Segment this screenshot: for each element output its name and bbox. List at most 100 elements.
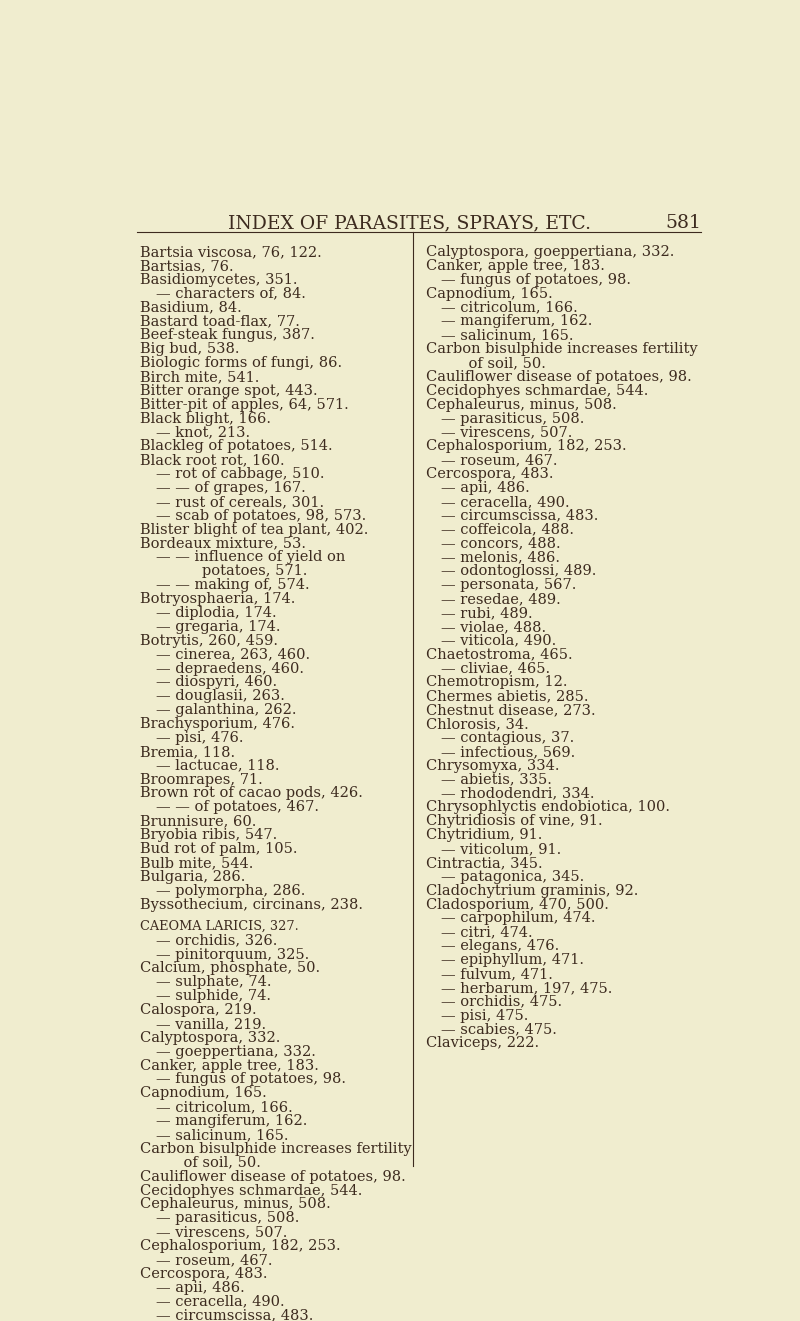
- Text: — rubi, 489.: — rubi, 489.: [441, 606, 533, 620]
- Text: — odontoglossi, 489.: — odontoglossi, 489.: [441, 564, 596, 579]
- Text: — virescens, 507.: — virescens, 507.: [156, 1225, 287, 1239]
- Text: — sulphate, 74.: — sulphate, 74.: [156, 975, 271, 989]
- Text: — ceracella, 490.: — ceracella, 490.: [441, 495, 570, 509]
- Text: — douglasii, 263.: — douglasii, 263.: [156, 690, 285, 703]
- Text: — fungus of potatoes, 98.: — fungus of potatoes, 98.: [156, 1073, 346, 1086]
- Text: Cephalosporium, 182, 253.: Cephalosporium, 182, 253.: [426, 440, 626, 453]
- Text: Cladosporium, 470, 500.: Cladosporium, 470, 500.: [426, 897, 608, 911]
- Text: — apii, 486.: — apii, 486.: [441, 481, 530, 495]
- Text: — virescens, 507.: — virescens, 507.: [441, 425, 572, 440]
- Text: — viticolum, 91.: — viticolum, 91.: [441, 841, 562, 856]
- Text: — mangiferum, 162.: — mangiferum, 162.: [156, 1114, 307, 1128]
- Text: Cephaleurus, minus, 508.: Cephaleurus, minus, 508.: [426, 398, 616, 412]
- Text: Canker, apple tree, 183.: Canker, apple tree, 183.: [140, 1058, 319, 1073]
- Text: — galanthina, 262.: — galanthina, 262.: [156, 703, 296, 717]
- Text: Broomrapes, 71.: Broomrapes, 71.: [140, 773, 263, 786]
- Text: Capnodium, 165.: Capnodium, 165.: [140, 1086, 267, 1100]
- Text: — diospyri, 460.: — diospyri, 460.: [156, 675, 277, 690]
- Text: — diplodia, 174.: — diplodia, 174.: [156, 606, 277, 620]
- Text: Cercospora, 483.: Cercospora, 483.: [140, 1267, 268, 1281]
- Text: Calospora, 219.: Calospora, 219.: [140, 1003, 257, 1017]
- Text: — knot, 213.: — knot, 213.: [156, 425, 250, 440]
- Text: — goeppertiana, 332.: — goeppertiana, 332.: [156, 1045, 316, 1058]
- Text: — herbarum, 197, 475.: — herbarum, 197, 475.: [441, 982, 612, 995]
- Text: — — of potatoes, 467.: — — of potatoes, 467.: [156, 801, 318, 814]
- Text: Black blight, 166.: Black blight, 166.: [140, 412, 271, 425]
- Text: — cinerea, 263, 460.: — cinerea, 263, 460.: [156, 647, 310, 662]
- Text: Chermes abietis, 285.: Chermes abietis, 285.: [426, 690, 588, 703]
- Text: of soil, 50.: of soil, 50.: [165, 1156, 261, 1170]
- Text: — cliviae, 465.: — cliviae, 465.: [441, 662, 550, 675]
- Text: — mangiferum, 162.: — mangiferum, 162.: [441, 314, 592, 329]
- Text: — elegans, 476.: — elegans, 476.: [441, 939, 559, 954]
- Text: — melonis, 486.: — melonis, 486.: [441, 551, 560, 564]
- Text: — carpophilum, 474.: — carpophilum, 474.: [441, 911, 595, 926]
- Text: Bulb mite, 544.: Bulb mite, 544.: [140, 856, 254, 871]
- Text: Chlorosis, 34.: Chlorosis, 34.: [426, 717, 528, 731]
- Text: — apii, 486.: — apii, 486.: [156, 1281, 245, 1295]
- Text: Bulgaria, 286.: Bulgaria, 286.: [140, 869, 246, 884]
- Text: Cecidophyes schmardae, 544.: Cecidophyes schmardae, 544.: [426, 384, 648, 398]
- Text: Bryobia ribis, 547.: Bryobia ribis, 547.: [140, 828, 278, 841]
- Text: — parasiticus, 508.: — parasiticus, 508.: [441, 412, 584, 425]
- Text: — orchidis, 475.: — orchidis, 475.: [441, 995, 562, 1009]
- Text: Chemotropism, 12.: Chemotropism, 12.: [426, 675, 567, 690]
- Text: Chrysomyxa, 334.: Chrysomyxa, 334.: [426, 758, 559, 773]
- Text: Cephaleurus, minus, 508.: Cephaleurus, minus, 508.: [140, 1197, 331, 1211]
- Text: Carbon bisulphide increases fertility: Carbon bisulphide increases fertility: [426, 342, 697, 357]
- Text: — citri, 474.: — citri, 474.: [441, 925, 533, 939]
- Text: Birch mite, 541.: Birch mite, 541.: [140, 370, 260, 384]
- Text: — vanilla, 219.: — vanilla, 219.: [156, 1017, 266, 1030]
- Text: Brown rot of cacao pods, 426.: Brown rot of cacao pods, 426.: [140, 786, 363, 801]
- Text: — circumscissa, 483.: — circumscissa, 483.: [441, 509, 598, 523]
- Text: Biologic forms of fungi, 86.: Biologic forms of fungi, 86.: [140, 357, 342, 370]
- Text: Cercospora, 483.: Cercospora, 483.: [426, 468, 553, 481]
- Text: — — making of, 574.: — — making of, 574.: [156, 579, 310, 592]
- Text: — parasiticus, 508.: — parasiticus, 508.: [156, 1211, 299, 1226]
- Text: — concors, 488.: — concors, 488.: [441, 536, 561, 551]
- Text: — epiphyllum, 471.: — epiphyllum, 471.: [441, 952, 584, 967]
- Text: — resedae, 489.: — resedae, 489.: [441, 592, 561, 606]
- Text: Calyptospora, goeppertiana, 332.: Calyptospora, goeppertiana, 332.: [426, 244, 674, 259]
- Text: — infectious, 569.: — infectious, 569.: [441, 745, 575, 758]
- Text: of soil, 50.: of soil, 50.: [450, 357, 546, 370]
- Text: — coffeicola, 488.: — coffeicola, 488.: [441, 523, 574, 536]
- Text: — pisi, 475.: — pisi, 475.: [441, 1009, 528, 1022]
- Text: — depraedens, 460.: — depraedens, 460.: [156, 662, 304, 675]
- Text: — fungus of potatoes, 98.: — fungus of potatoes, 98.: [441, 272, 631, 287]
- Text: Botrytis, 260, 459.: Botrytis, 260, 459.: [140, 634, 278, 647]
- Text: — violae, 488.: — violae, 488.: [441, 620, 546, 634]
- Text: Bremia, 118.: Bremia, 118.: [140, 745, 235, 758]
- Text: Bartsias, 76.: Bartsias, 76.: [140, 259, 234, 273]
- Text: Beef-steak fungus, 387.: Beef-steak fungus, 387.: [140, 329, 315, 342]
- Text: Bitter orange spot, 443.: Bitter orange spot, 443.: [140, 384, 318, 398]
- Text: — pinitorquum, 325.: — pinitorquum, 325.: [156, 947, 309, 962]
- Text: — salicinum, 165.: — salicinum, 165.: [441, 329, 574, 342]
- Text: Chytridium, 91.: Chytridium, 91.: [426, 828, 542, 841]
- Text: Chestnut disease, 273.: Chestnut disease, 273.: [426, 703, 595, 717]
- Text: Basidium, 84.: Basidium, 84.: [140, 300, 242, 314]
- Text: Capnodium, 165.: Capnodium, 165.: [426, 287, 552, 301]
- Text: — rot of cabbage, 510.: — rot of cabbage, 510.: [156, 468, 324, 481]
- Text: — gregaria, 174.: — gregaria, 174.: [156, 620, 280, 634]
- Text: Brachysporium, 476.: Brachysporium, 476.: [140, 717, 295, 731]
- Text: — characters of, 84.: — characters of, 84.: [156, 287, 306, 301]
- Text: Byssothecium, circinans, 238.: Byssothecium, circinans, 238.: [140, 897, 363, 911]
- Text: Calyptospora, 332.: Calyptospora, 332.: [140, 1030, 281, 1045]
- Text: Blister blight of tea plant, 402.: Blister blight of tea plant, 402.: [140, 523, 369, 536]
- Text: — patagonica, 345.: — patagonica, 345.: [441, 869, 584, 884]
- Text: — scabies, 475.: — scabies, 475.: [441, 1022, 557, 1037]
- Text: Bordeaux mixture, 53.: Bordeaux mixture, 53.: [140, 536, 306, 551]
- Text: 581: 581: [666, 214, 702, 232]
- Text: — citricolum, 166.: — citricolum, 166.: [441, 300, 578, 314]
- Text: Canker, apple tree, 183.: Canker, apple tree, 183.: [426, 259, 604, 273]
- Text: Cintractia, 345.: Cintractia, 345.: [426, 856, 542, 871]
- Text: — salicinum, 165.: — salicinum, 165.: [156, 1128, 288, 1143]
- Text: Bud rot of palm, 105.: Bud rot of palm, 105.: [140, 841, 298, 856]
- Text: — roseum, 467.: — roseum, 467.: [441, 453, 558, 468]
- Text: Brunnisure, 60.: Brunnisure, 60.: [140, 814, 257, 828]
- Text: Carbon bisulphide increases fertility: Carbon bisulphide increases fertility: [140, 1141, 412, 1156]
- Text: — citricolum, 166.: — citricolum, 166.: [156, 1100, 293, 1114]
- Text: Botryosphaeria, 174.: Botryosphaeria, 174.: [140, 592, 296, 606]
- Text: — contagious, 37.: — contagious, 37.: [441, 731, 574, 745]
